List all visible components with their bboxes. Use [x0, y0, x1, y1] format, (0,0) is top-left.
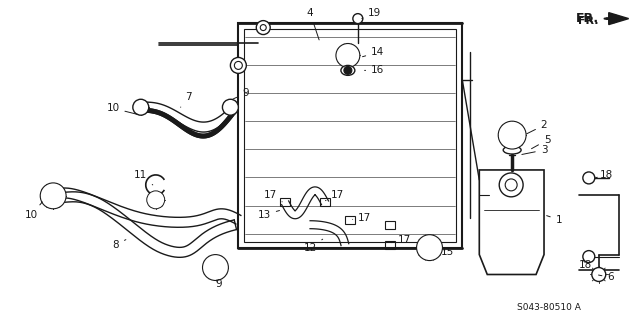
- Circle shape: [40, 183, 66, 209]
- Circle shape: [583, 172, 595, 184]
- Ellipse shape: [341, 65, 355, 75]
- Polygon shape: [609, 13, 628, 25]
- Bar: [385, 221, 395, 229]
- Bar: [345, 216, 355, 224]
- Circle shape: [205, 257, 225, 278]
- Text: 17: 17: [353, 213, 371, 223]
- Text: 17: 17: [264, 190, 282, 202]
- Text: 9: 9: [233, 88, 248, 99]
- Circle shape: [583, 251, 595, 263]
- Text: 16: 16: [365, 65, 385, 75]
- Text: FR.: FR.: [579, 16, 599, 26]
- Text: 6: 6: [598, 272, 614, 283]
- Circle shape: [148, 193, 163, 207]
- Text: 2: 2: [527, 120, 547, 134]
- Text: 7: 7: [180, 92, 192, 107]
- Circle shape: [223, 99, 238, 115]
- Text: 10: 10: [25, 202, 42, 220]
- Circle shape: [505, 179, 517, 191]
- Bar: [244, 29, 456, 241]
- Circle shape: [592, 268, 605, 281]
- Text: 10: 10: [106, 103, 138, 115]
- Circle shape: [234, 62, 243, 70]
- Bar: [280, 198, 290, 206]
- Text: 5: 5: [531, 135, 550, 149]
- Circle shape: [500, 123, 524, 147]
- Text: 18: 18: [579, 260, 593, 270]
- Text: 18: 18: [595, 170, 613, 180]
- Text: 17: 17: [326, 190, 344, 201]
- Circle shape: [256, 21, 270, 34]
- Circle shape: [353, 14, 363, 24]
- Circle shape: [44, 186, 63, 206]
- Text: 17: 17: [392, 235, 412, 245]
- Bar: [320, 198, 330, 206]
- Circle shape: [133, 99, 148, 115]
- Text: FR.: FR.: [575, 12, 599, 25]
- Bar: [238, 23, 462, 248]
- Text: 1: 1: [547, 215, 563, 225]
- Text: 9: 9: [215, 279, 221, 289]
- Circle shape: [338, 46, 358, 65]
- Text: 8: 8: [113, 240, 126, 250]
- Circle shape: [230, 57, 246, 73]
- Circle shape: [147, 191, 164, 209]
- Circle shape: [499, 173, 523, 197]
- Circle shape: [420, 238, 440, 257]
- Text: 13: 13: [258, 210, 280, 220]
- Text: 12: 12: [303, 239, 323, 253]
- Text: 4: 4: [307, 8, 319, 40]
- Circle shape: [417, 235, 442, 261]
- Text: 3: 3: [522, 145, 547, 155]
- Circle shape: [498, 121, 526, 149]
- Text: S043-80510 A: S043-80510 A: [517, 303, 581, 312]
- Circle shape: [344, 66, 352, 74]
- FancyArrowPatch shape: [605, 16, 621, 21]
- Text: 19: 19: [362, 8, 381, 19]
- Bar: [385, 241, 395, 249]
- Circle shape: [336, 43, 360, 67]
- Text: 15: 15: [441, 247, 454, 256]
- Circle shape: [260, 25, 266, 31]
- Text: 14: 14: [362, 48, 385, 57]
- Ellipse shape: [503, 146, 521, 154]
- Circle shape: [202, 255, 228, 280]
- Text: 11: 11: [134, 170, 153, 185]
